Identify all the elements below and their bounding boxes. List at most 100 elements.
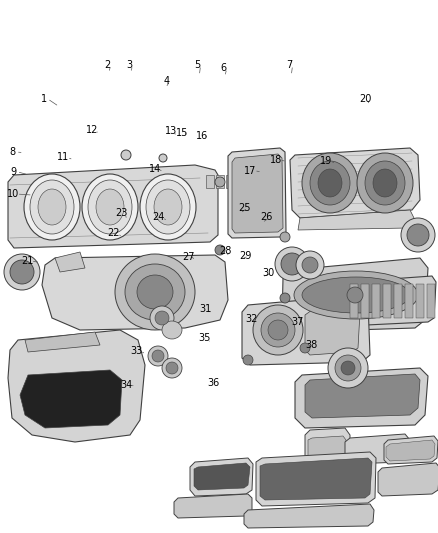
Text: 25: 25 xyxy=(238,203,251,213)
Text: 1: 1 xyxy=(41,94,47,103)
Text: 26: 26 xyxy=(260,213,272,222)
Text: 8: 8 xyxy=(9,147,15,157)
Ellipse shape xyxy=(280,232,290,242)
Text: 30: 30 xyxy=(262,268,274,278)
Polygon shape xyxy=(282,258,428,332)
Text: 29: 29 xyxy=(239,251,251,261)
Text: 7: 7 xyxy=(286,60,292,70)
Polygon shape xyxy=(206,175,214,188)
Ellipse shape xyxy=(140,174,196,240)
Polygon shape xyxy=(256,452,376,506)
Ellipse shape xyxy=(328,348,368,388)
Ellipse shape xyxy=(155,311,169,325)
Polygon shape xyxy=(378,463,438,496)
Polygon shape xyxy=(386,440,435,461)
Polygon shape xyxy=(236,175,244,188)
Text: 33: 33 xyxy=(131,346,143,356)
Ellipse shape xyxy=(10,260,34,284)
Ellipse shape xyxy=(407,224,429,246)
Ellipse shape xyxy=(261,313,295,347)
Text: 38: 38 xyxy=(306,341,318,350)
Ellipse shape xyxy=(162,358,182,378)
Ellipse shape xyxy=(150,306,174,330)
Polygon shape xyxy=(190,458,253,496)
Polygon shape xyxy=(298,210,414,230)
Ellipse shape xyxy=(96,189,124,225)
Text: 17: 17 xyxy=(244,166,257,175)
Text: 5: 5 xyxy=(194,60,200,70)
Text: 15: 15 xyxy=(176,128,188,138)
Ellipse shape xyxy=(335,355,361,381)
Polygon shape xyxy=(232,154,283,233)
Text: 20: 20 xyxy=(360,94,372,103)
Polygon shape xyxy=(416,284,424,318)
Text: 10: 10 xyxy=(7,189,19,199)
Ellipse shape xyxy=(302,153,358,213)
Text: 36: 36 xyxy=(208,378,220,387)
Text: 21: 21 xyxy=(21,256,33,266)
Polygon shape xyxy=(305,306,360,355)
Ellipse shape xyxy=(146,180,190,234)
Ellipse shape xyxy=(310,161,350,205)
Text: 3: 3 xyxy=(126,60,132,70)
Polygon shape xyxy=(383,284,391,318)
Polygon shape xyxy=(290,148,420,218)
Text: 31: 31 xyxy=(199,304,211,314)
Polygon shape xyxy=(427,284,435,318)
Text: 14: 14 xyxy=(149,165,162,174)
Ellipse shape xyxy=(302,257,318,273)
Text: 22: 22 xyxy=(108,229,120,238)
Ellipse shape xyxy=(30,180,74,234)
Polygon shape xyxy=(305,428,350,472)
Ellipse shape xyxy=(347,287,363,303)
Polygon shape xyxy=(394,284,402,318)
Polygon shape xyxy=(8,330,145,442)
Text: 19: 19 xyxy=(320,156,332,166)
Polygon shape xyxy=(350,284,358,318)
Text: 23: 23 xyxy=(116,208,128,218)
Polygon shape xyxy=(308,436,346,464)
Polygon shape xyxy=(242,295,370,365)
Ellipse shape xyxy=(125,264,185,320)
Polygon shape xyxy=(228,148,286,238)
Ellipse shape xyxy=(115,254,195,330)
Polygon shape xyxy=(372,284,380,318)
Ellipse shape xyxy=(253,305,303,355)
Ellipse shape xyxy=(373,169,397,197)
Polygon shape xyxy=(216,175,224,188)
Ellipse shape xyxy=(148,346,168,366)
Ellipse shape xyxy=(365,161,405,205)
Polygon shape xyxy=(260,458,372,500)
Ellipse shape xyxy=(152,350,164,362)
Text: 32: 32 xyxy=(246,314,258,324)
Text: 24: 24 xyxy=(152,213,165,222)
Ellipse shape xyxy=(243,355,253,365)
Polygon shape xyxy=(345,434,410,464)
Ellipse shape xyxy=(154,189,182,225)
Ellipse shape xyxy=(296,251,324,279)
Text: 12: 12 xyxy=(86,125,98,134)
Polygon shape xyxy=(194,463,250,490)
Ellipse shape xyxy=(215,177,225,187)
Text: 9: 9 xyxy=(10,167,16,176)
Polygon shape xyxy=(246,175,254,188)
Ellipse shape xyxy=(281,253,303,275)
Text: 16: 16 xyxy=(196,131,208,141)
Polygon shape xyxy=(20,370,122,428)
Polygon shape xyxy=(174,494,252,518)
Polygon shape xyxy=(55,252,85,272)
Text: 28: 28 xyxy=(219,246,232,255)
Text: 18: 18 xyxy=(270,155,282,165)
Ellipse shape xyxy=(401,218,435,252)
Ellipse shape xyxy=(159,154,167,162)
Ellipse shape xyxy=(275,247,309,281)
Polygon shape xyxy=(405,284,413,318)
Polygon shape xyxy=(384,436,438,464)
Ellipse shape xyxy=(300,343,310,353)
Ellipse shape xyxy=(302,277,410,313)
Ellipse shape xyxy=(38,189,66,225)
Polygon shape xyxy=(25,332,100,352)
Polygon shape xyxy=(295,368,428,428)
Ellipse shape xyxy=(215,245,225,255)
Ellipse shape xyxy=(341,361,355,375)
